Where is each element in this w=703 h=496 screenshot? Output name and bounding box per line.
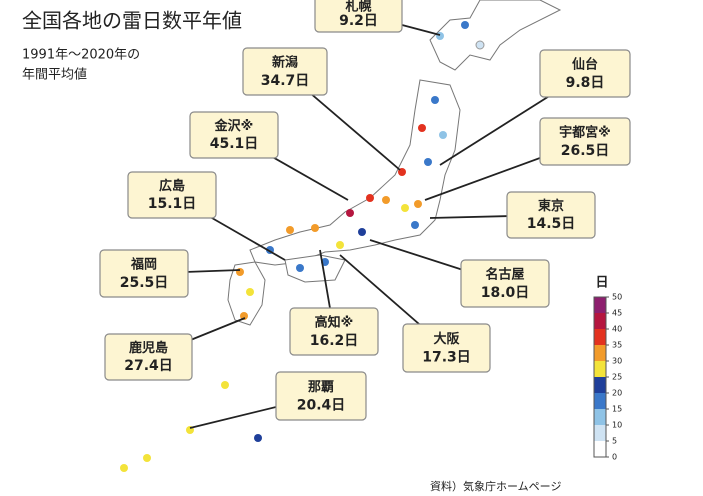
subtitle: 年間平均値 — [22, 67, 87, 83]
source: 資料）気象庁ホームページ — [430, 479, 561, 493]
callout-box — [402, 323, 491, 373]
legend-tick-label: 30 — [612, 357, 622, 366]
legend-swatch — [594, 329, 606, 345]
city-name: 福岡 — [130, 257, 157, 273]
city-name: 宇都宮※ — [559, 125, 611, 141]
legend-tick-label: 40 — [612, 325, 622, 334]
city-value: 14.5日 — [527, 216, 576, 232]
city-name: 札幌 — [344, 0, 371, 14]
legend-swatch — [594, 345, 606, 361]
legend-swatch — [594, 425, 606, 441]
callout-box — [460, 259, 550, 308]
callout-box — [539, 117, 631, 166]
legend-tick-label: 10 — [612, 421, 622, 430]
city-value: 15.1日 — [148, 196, 197, 212]
city-value: 20.4日 — [297, 398, 346, 414]
title: 全国各地の雷日数平年値 — [22, 9, 242, 33]
legend-tick-label: 45 — [612, 309, 622, 318]
legend-swatch — [594, 441, 606, 457]
city-name: 名古屋 — [485, 267, 524, 283]
callout-box — [104, 333, 193, 381]
city-name: 東京 — [538, 198, 564, 214]
city-name: 広島 — [159, 178, 185, 194]
callout-box — [127, 171, 217, 219]
city-name: 新潟 — [272, 55, 298, 71]
callout-box — [289, 307, 379, 356]
shikoku — [284, 254, 346, 283]
city-name: 仙台 — [572, 57, 598, 73]
legend-tick-label: 0 — [612, 453, 617, 462]
city-value: 26.5日 — [561, 143, 610, 159]
legend-swatch — [594, 313, 606, 329]
city-name: 金沢※ — [214, 118, 254, 134]
callout-box — [99, 249, 189, 298]
legend-tick-label: 35 — [612, 341, 622, 350]
city-value: 34.7日 — [261, 73, 310, 89]
city-value: 27.4日 — [124, 358, 173, 374]
city-name: 大阪 — [433, 331, 460, 347]
legend-unit: 日 — [595, 276, 608, 291]
city-value: 25.5日 — [120, 275, 169, 291]
legend-swatch — [594, 377, 606, 393]
legend-swatch — [594, 393, 606, 409]
city-name: 高知※ — [315, 315, 354, 331]
city-value: 45.1日 — [210, 136, 259, 152]
legend-tick-label: 20 — [612, 389, 622, 398]
legend-swatch — [594, 297, 606, 313]
callout-box — [242, 47, 328, 96]
subtitle: 1991年〜2020年の — [22, 48, 140, 63]
city-value: 18.0日 — [481, 285, 530, 301]
city-name: 那覇 — [308, 380, 334, 395]
callout-box — [189, 111, 279, 159]
stations — [120, 21, 485, 472]
legend-tick-label: 5 — [612, 437, 617, 446]
callout-box — [539, 49, 631, 98]
callout-box — [314, 0, 403, 33]
city-value: 9.2日 — [339, 13, 378, 29]
callout-box — [275, 371, 367, 421]
legend-tick-label: 25 — [612, 373, 622, 382]
city-value: 9.8日 — [566, 75, 605, 91]
legend-tick-label: 15 — [612, 405, 622, 414]
city-value: 17.3日 — [422, 350, 471, 366]
legend-swatch — [594, 361, 606, 377]
callout-box — [506, 191, 596, 239]
legend-swatch — [594, 409, 606, 425]
hokkaido — [429, 0, 562, 71]
city-name: 鹿児島 — [129, 340, 168, 356]
legend-tick-label: 50 — [612, 293, 622, 302]
honshu — [249, 79, 461, 266]
city-value: 16.2日 — [310, 333, 359, 349]
